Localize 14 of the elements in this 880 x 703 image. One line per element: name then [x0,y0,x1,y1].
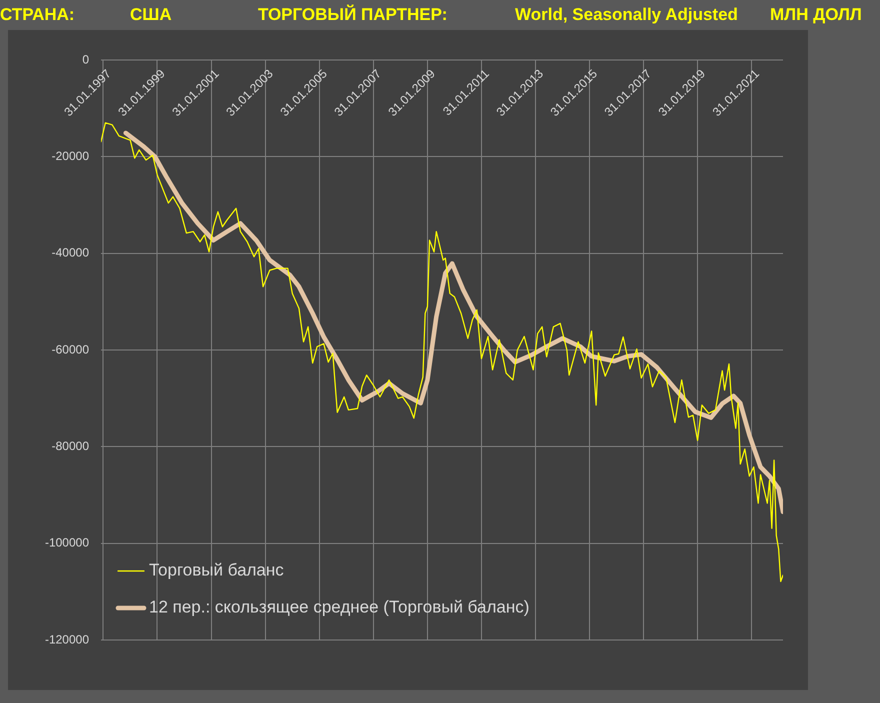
text: МЛН ДОЛЛ [770,5,862,25]
y-tick-label: -60000 [52,342,90,356]
y-tick-label: -40000 [52,246,90,260]
legend-label: 12 пер.: скользящее среднее (Торговый баланс) [149,598,530,617]
text: ТОРГОВЫЙ ПАРТНЕР: [258,5,448,25]
text: США [130,5,172,25]
text: World, Seasonally Adjusted [515,5,738,25]
legend-label: Торговый баланс [149,560,284,580]
text: СТРАНА: [0,5,75,25]
y-tick-label: -20000 [52,148,90,163]
y-tick-label: -80000 [52,438,90,453]
y-tick-label: -100000 [44,536,90,550]
y-tick-label: -120000 [44,632,90,646]
y-tick-label: 0 [82,52,90,66]
